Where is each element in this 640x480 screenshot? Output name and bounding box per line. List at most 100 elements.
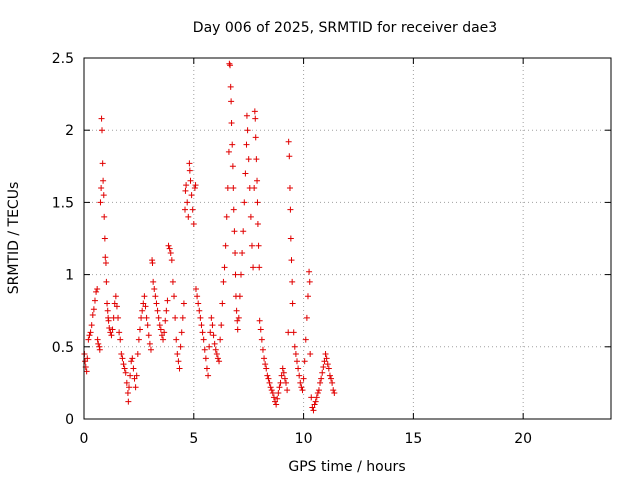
data-point — [94, 336, 101, 343]
data-point — [109, 326, 116, 333]
data-point — [93, 288, 100, 295]
data-point — [180, 300, 187, 307]
data-point — [128, 358, 135, 365]
data-point — [319, 369, 326, 376]
data-point — [307, 351, 314, 358]
data-point — [214, 355, 221, 362]
data-point — [262, 361, 269, 368]
x-tick-label: 10 — [295, 431, 313, 447]
data-point — [146, 340, 153, 347]
data-point — [329, 379, 336, 386]
data-point — [263, 365, 270, 372]
data-point — [232, 271, 239, 278]
data-point — [154, 307, 161, 314]
data-point — [150, 278, 157, 285]
data-point — [233, 307, 240, 314]
data-point — [192, 286, 199, 293]
data-point — [100, 192, 107, 199]
data-point — [100, 177, 107, 184]
data-point — [207, 329, 214, 336]
data-point — [331, 390, 338, 397]
data-point — [299, 387, 306, 394]
data-point — [270, 394, 277, 401]
data-point — [96, 346, 103, 353]
data-point — [125, 398, 132, 405]
data-point — [211, 340, 218, 347]
data-point — [198, 322, 205, 329]
y-tick-label: 2.5 — [52, 51, 74, 67]
data-point — [230, 206, 237, 213]
data-point — [286, 153, 293, 160]
data-point — [268, 387, 275, 394]
data-point — [247, 213, 254, 220]
data-point — [127, 372, 134, 379]
data-point — [306, 268, 313, 275]
data-point — [248, 242, 255, 249]
plot-frame — [83, 57, 612, 420]
data-point — [261, 355, 268, 362]
data-point — [191, 184, 198, 191]
data-point — [284, 387, 291, 394]
data-point — [292, 351, 299, 358]
data-point — [256, 264, 263, 271]
data-point — [313, 394, 320, 401]
data-point — [173, 336, 180, 343]
data-point — [160, 336, 167, 343]
data-point — [133, 372, 140, 379]
data-point — [241, 199, 248, 206]
data-point — [98, 115, 105, 122]
data-point — [151, 286, 158, 293]
data-point — [153, 300, 160, 307]
data-point — [232, 249, 239, 256]
data-point — [152, 293, 159, 300]
y-axis-label: SRMTID / TECUs — [6, 182, 22, 295]
data-point — [252, 134, 259, 141]
data-point — [250, 264, 257, 271]
data-point — [269, 390, 276, 397]
data-point — [112, 293, 119, 300]
data-point — [189, 206, 196, 213]
data-point — [251, 184, 258, 191]
data-point — [194, 293, 201, 300]
data-point — [129, 355, 136, 362]
data-point — [304, 293, 311, 300]
data-point — [235, 314, 242, 321]
data-point — [123, 379, 130, 386]
data-point — [132, 384, 139, 391]
data-point — [238, 271, 245, 278]
data-point — [99, 160, 106, 167]
data-points — [81, 60, 338, 414]
data-point — [190, 221, 197, 228]
data-point — [258, 336, 265, 343]
data-point — [145, 332, 152, 339]
data-point — [223, 213, 230, 220]
data-point — [192, 182, 199, 189]
data-point — [280, 369, 287, 376]
data-point — [259, 346, 266, 353]
data-point — [117, 336, 124, 343]
data-point — [119, 355, 126, 362]
data-point — [229, 141, 236, 148]
data-point — [231, 228, 238, 235]
data-point — [102, 254, 109, 261]
data-point — [312, 398, 319, 405]
x-axis-label: GPS time / hours — [288, 459, 405, 475]
data-point — [98, 184, 105, 191]
data-point — [236, 293, 243, 300]
data-point — [245, 156, 252, 163]
data-point — [147, 346, 154, 353]
data-point — [251, 108, 258, 115]
data-point — [306, 278, 313, 285]
data-point — [186, 160, 193, 167]
data-point — [289, 278, 296, 285]
data-point — [106, 325, 113, 332]
data-point — [87, 329, 94, 336]
data-point — [168, 257, 175, 264]
data-point — [253, 156, 260, 163]
data-point — [113, 303, 120, 310]
data-point — [239, 249, 246, 256]
data-point — [124, 390, 131, 397]
data-point — [243, 112, 250, 119]
data-point — [289, 300, 296, 307]
data-point — [254, 199, 261, 206]
